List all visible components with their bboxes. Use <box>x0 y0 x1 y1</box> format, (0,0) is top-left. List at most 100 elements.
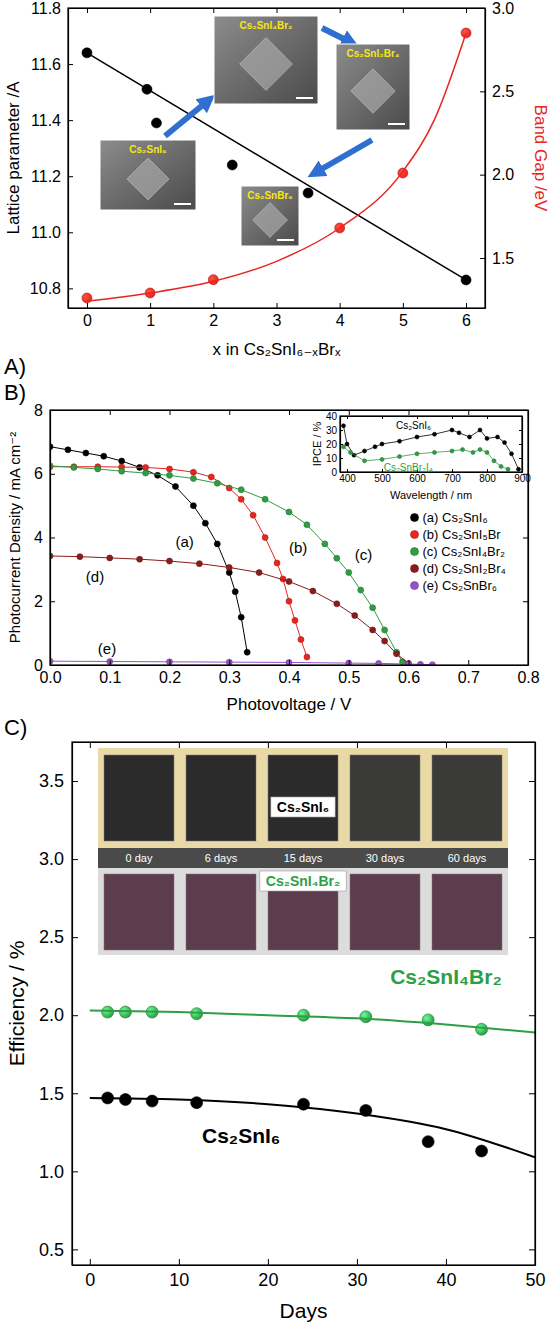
inset-label: Cs₂SnI₂Br₄ <box>346 48 399 59</box>
tick-mark <box>529 1093 535 1094</box>
marker <box>398 455 402 459</box>
tick-mark <box>150 8 151 13</box>
tick <box>529 781 535 782</box>
tick-label: 2.0 <box>39 1005 64 1025</box>
marker <box>286 509 292 515</box>
tick-label: 11.8 <box>31 0 61 17</box>
marker <box>102 1006 114 1018</box>
marker <box>398 439 402 443</box>
y-axis-title: Efficiency / % <box>5 941 28 1067</box>
marker <box>256 570 262 576</box>
marker <box>433 432 437 436</box>
sem-crystal <box>351 69 395 113</box>
panel: 010203040500.51.01.52.02.53.03.5DaysEffi… <box>4 715 546 1322</box>
tick-label: 600 <box>409 473 426 484</box>
tick-mark <box>289 410 290 415</box>
tick-mark <box>480 8 485 9</box>
tick-label: 0.4 <box>278 669 300 686</box>
y-axis-title: IPCE / % <box>311 421 323 466</box>
tick <box>347 416 348 419</box>
tick-mark <box>110 410 111 415</box>
tick <box>289 410 290 415</box>
y-axis: 0.51.01.52.02.53.03.5 <box>39 743 78 1266</box>
x-axis: 0.00.10.20.30.40.50.60.70.8 <box>39 660 539 686</box>
tick-mark <box>50 410 55 411</box>
tick-mark <box>229 660 230 665</box>
marker <box>406 660 412 665</box>
tick-label: 2.5 <box>492 83 514 100</box>
arrow <box>322 28 346 40</box>
tick-mark <box>357 742 358 748</box>
sem-image: Cs₂SnI₄Br₂ <box>214 16 318 104</box>
tick-mark <box>179 1259 180 1265</box>
tick-mark <box>72 781 78 782</box>
tick-label: 11.2 <box>31 168 61 185</box>
tick-label: 500 <box>374 473 391 484</box>
tick: 0 <box>85 1259 95 1290</box>
marker <box>503 441 507 445</box>
tick-mark <box>72 1249 78 1250</box>
tick: 0.5 <box>39 1240 78 1260</box>
tick-label: 10 <box>169 1270 189 1290</box>
tick: 11.8 <box>31 0 73 17</box>
marker <box>485 436 489 440</box>
tick: 11.6 <box>31 56 73 73</box>
tick-label: 4 <box>34 529 43 546</box>
tick: 1.5 <box>39 1084 78 1104</box>
tick-mark <box>403 8 404 13</box>
tick-label: 11.0 <box>31 224 61 241</box>
marker <box>227 160 237 170</box>
tick-label: 700 <box>444 473 461 484</box>
marker <box>250 512 256 518</box>
tick-mark <box>349 660 350 665</box>
marker <box>107 658 113 664</box>
y-axis: 010203040 <box>326 411 343 478</box>
tick: 11.2 <box>31 168 73 185</box>
film-sample <box>104 755 174 841</box>
tick: 1.5 <box>480 250 514 267</box>
series-label: Cs₂SnI₆ <box>202 1124 280 1147</box>
marker <box>238 496 244 502</box>
tick <box>529 1015 535 1016</box>
tick <box>468 410 469 415</box>
axis-line <box>535 743 536 1266</box>
marker <box>476 1023 488 1035</box>
tick <box>466 8 467 13</box>
marker <box>471 450 475 454</box>
tick-mark <box>403 303 404 308</box>
tick-mark <box>340 444 343 445</box>
marker <box>244 649 250 655</box>
y2-axis-title: Band Gap /eV <box>531 105 550 212</box>
marker <box>478 448 482 452</box>
tick-mark <box>523 538 528 539</box>
tick: 11.0 <box>31 224 73 241</box>
tick: 0.4 <box>278 660 300 686</box>
tick-label: 0.8 <box>517 669 539 686</box>
tick: 1.0 <box>39 1162 78 1182</box>
arrow <box>320 140 372 170</box>
x-axis: 01020304050 <box>73 1259 546 1290</box>
tick <box>340 8 341 13</box>
tick <box>357 742 358 748</box>
tick-mark <box>72 1171 78 1172</box>
tick-mark <box>519 472 522 473</box>
marker <box>450 449 454 453</box>
film-sample <box>350 755 420 841</box>
inset-label: Cs₂SnI₄Br₂ <box>239 20 292 31</box>
tick-label: 1.0 <box>39 1162 64 1182</box>
y-axis: 10.811.011.211.411.611.8 <box>30 0 73 309</box>
tick <box>529 859 535 860</box>
tick <box>403 8 404 13</box>
tick-label: 20 <box>326 439 338 450</box>
marker <box>190 469 196 475</box>
marker <box>303 188 313 198</box>
tick-mark <box>523 665 528 666</box>
marker <box>71 464 77 470</box>
plot-area <box>82 28 471 303</box>
plot-frame <box>68 8 485 308</box>
marker <box>143 464 149 470</box>
tick: 2 <box>34 593 55 610</box>
marker <box>238 614 244 620</box>
film-sample <box>350 874 420 950</box>
marker <box>262 535 268 541</box>
